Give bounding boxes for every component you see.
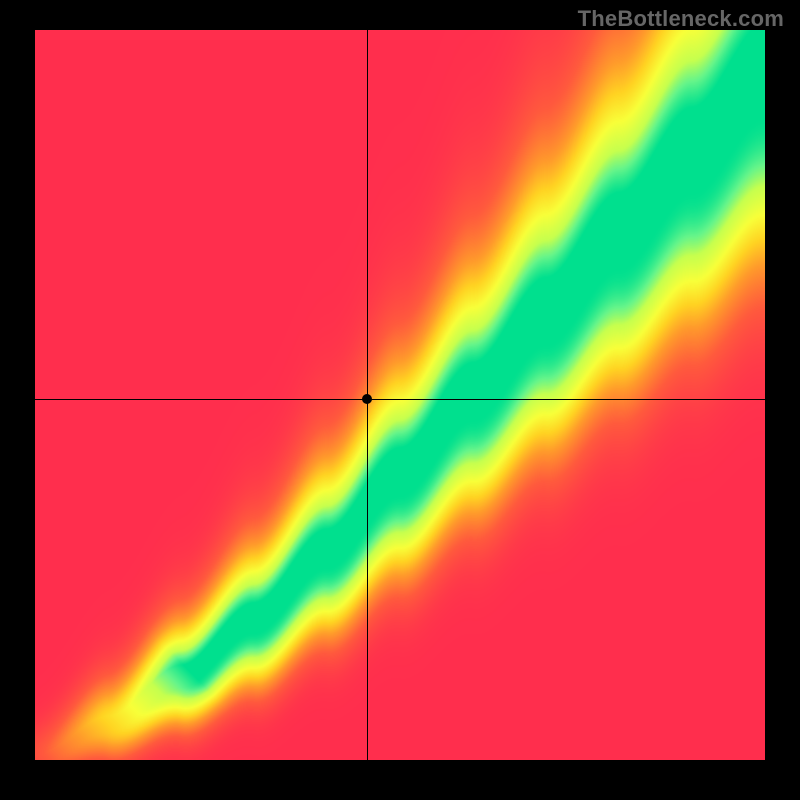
heatmap-canvas — [35, 30, 765, 760]
crosshair-horizontal — [35, 399, 765, 400]
watermark-text: TheBottleneck.com — [578, 6, 784, 32]
heatmap-plot — [35, 30, 765, 760]
crosshair-marker-dot — [362, 394, 372, 404]
